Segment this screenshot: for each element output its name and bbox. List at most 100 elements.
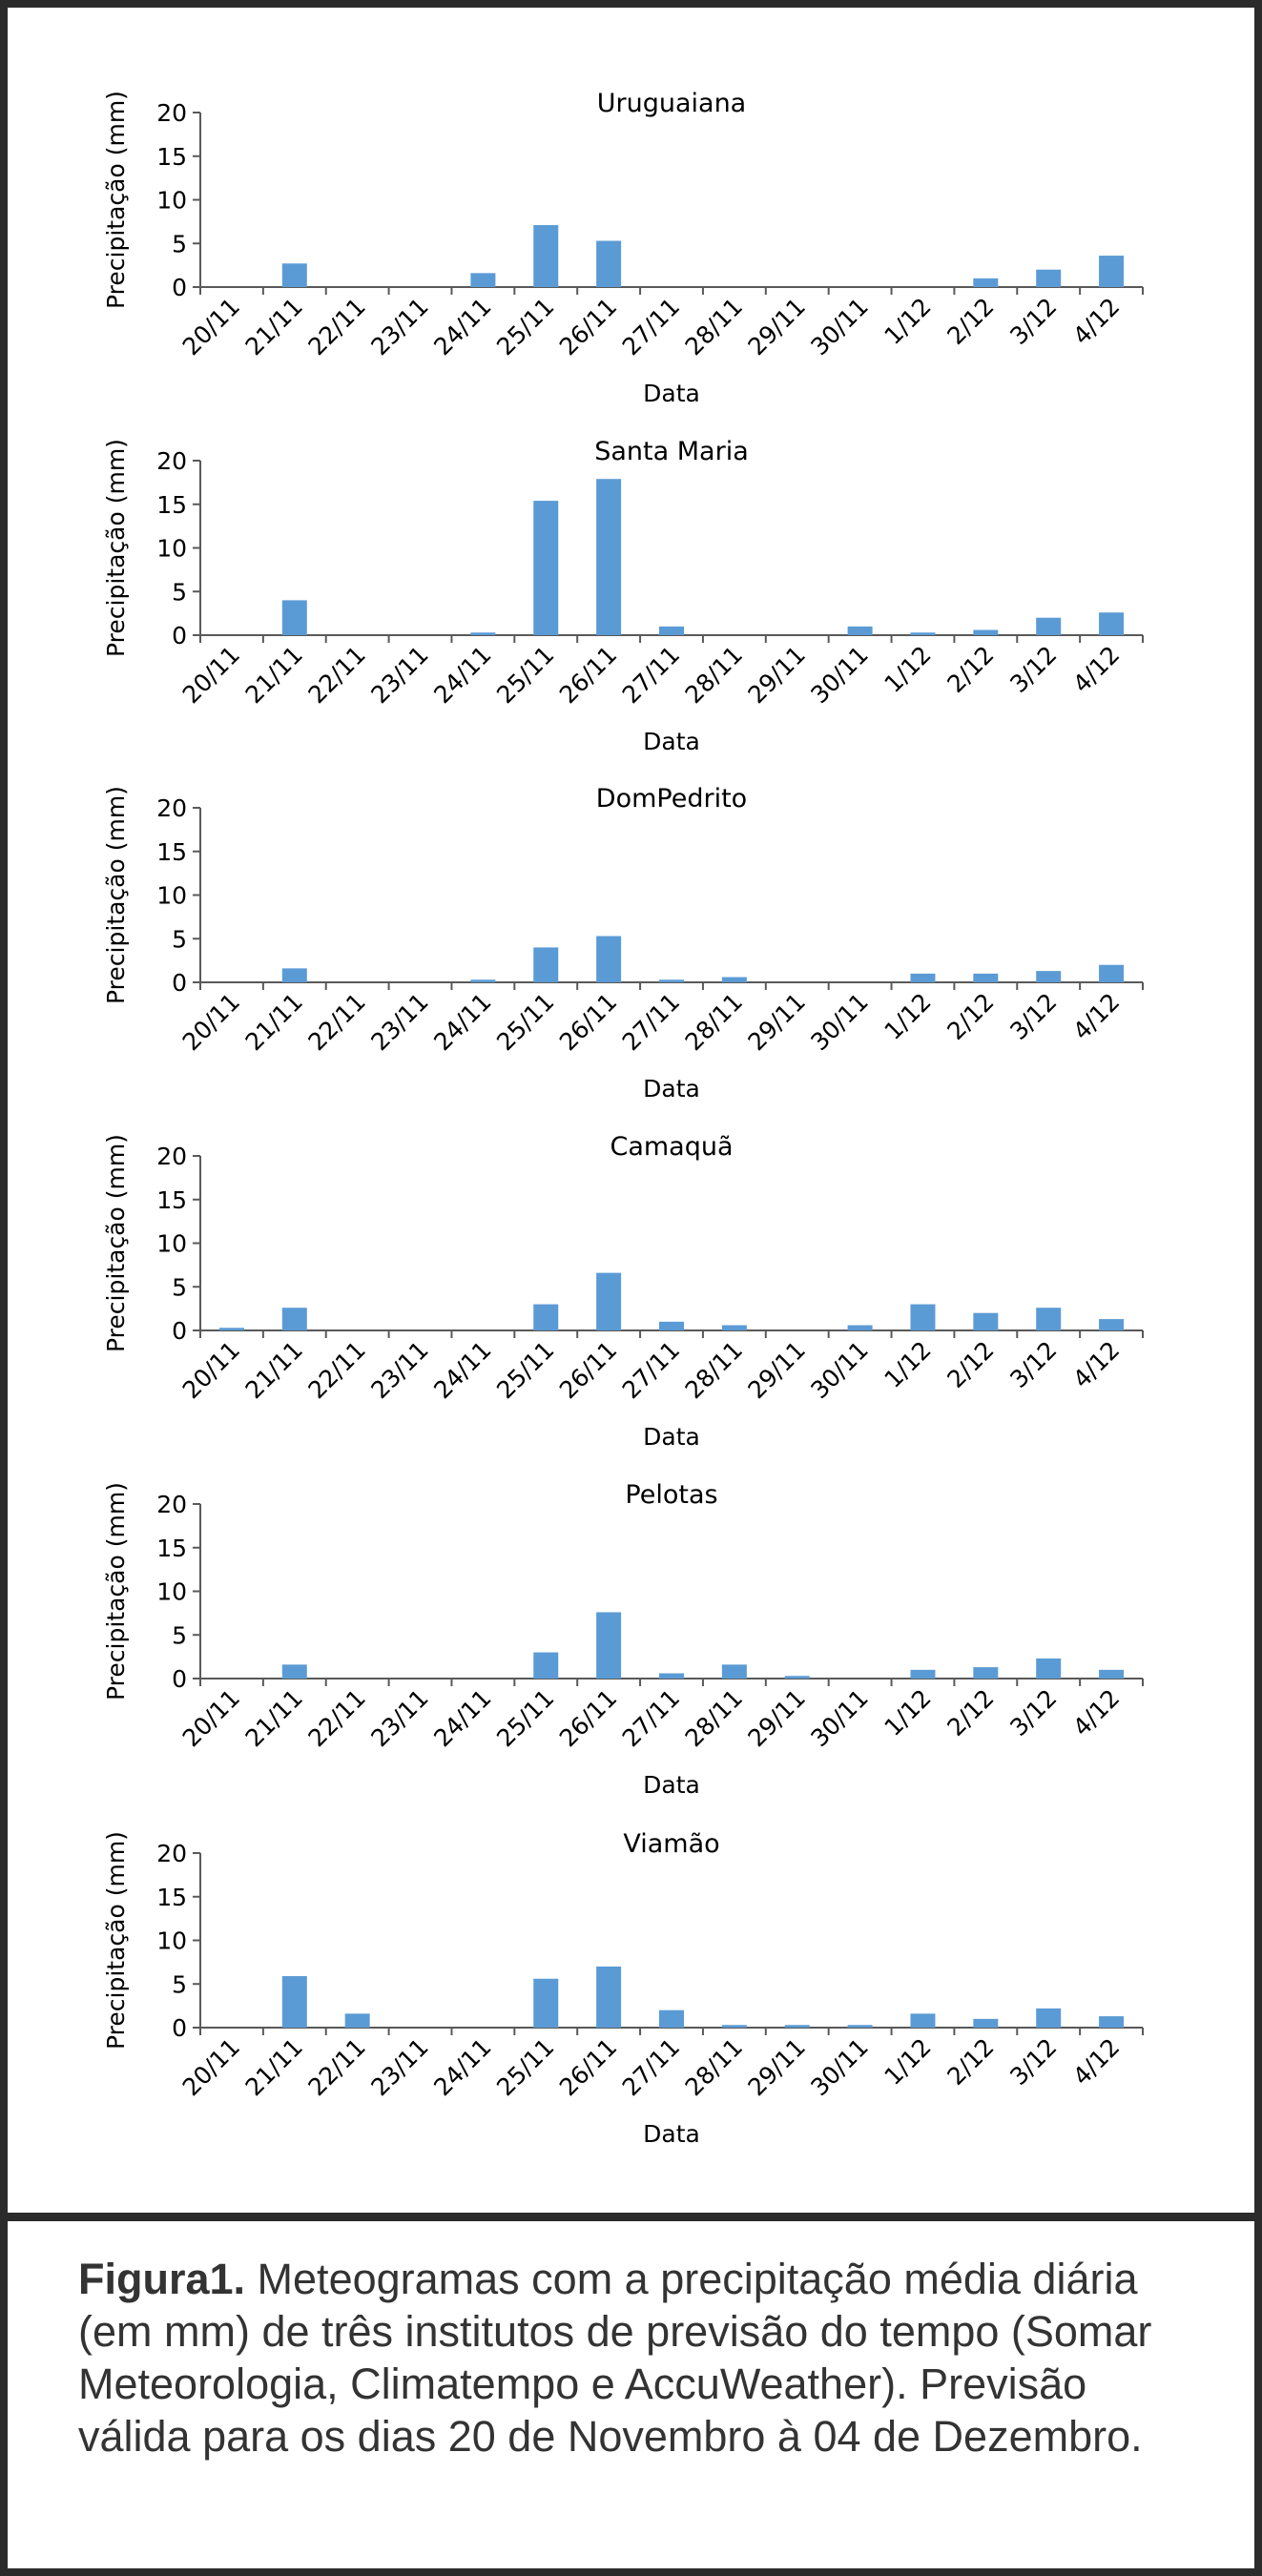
x-tick-label: 29/11 [743,2033,811,2101]
y-tick-label: 0 [172,1317,187,1345]
x-tick-label: 1/12 [879,641,937,698]
x-axis-label: Data [643,728,700,755]
x-tick-label: 20/11 [177,2033,245,2101]
bar-30/11 [847,1325,873,1330]
y-tick-label: 0 [172,969,187,997]
x-tick-label: 3/12 [1004,2033,1062,2091]
chart-2: Santa Maria0510152020/1121/1122/1123/112… [102,437,1144,755]
x-tick-label: 21/11 [240,988,308,1056]
x-tick-label: 27/11 [617,2033,685,2101]
x-tick-label: 3/12 [1004,1684,1062,1741]
y-tick-label: 10 [156,882,187,910]
bar-21/11 [281,1308,307,1330]
x-tick-label: 25/11 [491,1684,559,1752]
x-tick-label: 26/11 [554,641,622,709]
bar-26/11 [596,1272,622,1330]
bar-3/12 [1036,2008,1062,2028]
bar-4/12 [1099,1319,1125,1330]
bar-27/11 [659,979,684,982]
bar-2/12 [973,2018,999,2028]
bar-26/11 [596,1612,622,1679]
bar-28/11 [721,977,747,982]
chart-1: Uruguaiana 0 5 10 15 20 20/1121/1122/1123/1124… [102,89,1144,407]
bar-2/12 [973,1667,999,1679]
bar-4/12 [1099,256,1125,287]
x-tick-label: 30/11 [805,1684,873,1752]
x-tick-label: 24/11 [428,641,496,709]
bar-2/12 [973,278,999,287]
y-tick-label: 0 [172,1665,187,1693]
x-tick-label: 26/11 [554,293,622,361]
chart-title: Santa Maria [594,437,749,466]
x-tick-label: 22/11 [302,293,370,361]
y-axis-label: Precipitação (mm) [102,1831,130,2050]
x-tick-label: 26/11 [554,988,622,1056]
bar-27/11 [659,1321,684,1330]
x-tick-label: 23/11 [365,293,433,361]
y-tick-label: 0 [172,2014,187,2042]
x-tick-label: 28/11 [680,1684,748,1752]
bar-29/11 [784,2025,810,2028]
caption-label: Figura1. [78,2255,246,2303]
y-axis-label: Precipitação (mm) [102,1482,130,1700]
x-tick-label: 23/11 [365,641,433,709]
x-tick-label: 20/11 [177,988,245,1056]
bar-25/11 [533,1304,559,1330]
x-tick-label: 24/11 [428,293,496,361]
bar-2/12 [973,629,999,635]
x-tick-label: 23/11 [365,1684,433,1752]
x-tick-label: 24/11 [428,2033,496,2101]
chart-4: Camaquã 0 5 10 15 20 20/1121/1122/1123/1124/11… [102,1132,1144,1451]
x-tick-label: 25/11 [491,293,559,361]
chart-6: Viamão0510152020/1121/1122/1123/1124/112… [102,1829,1144,2148]
bar-22/11 [344,2013,370,2028]
bar-25/11 [533,1978,559,2028]
x-tick-label: 20/11 [177,293,245,361]
caption-text: Meteogramas com a precipitação média diá… [78,2255,1152,2461]
x-tick-label: 29/11 [743,293,811,361]
charts-area: Uruguaiana0510152020/1121/1122/1123/1124… [102,89,1144,2148]
x-tick-label: 28/11 [680,641,748,709]
bar-28/11 [721,1664,747,1679]
chart-title: Uruguaiana [597,89,746,118]
x-tick-label: 1/12 [879,988,937,1045]
y-tick-label: 0 [172,622,187,649]
x-tick-label: 20/11 [177,641,245,709]
x-tick-label: 2/12 [941,1336,999,1393]
y-tick-label: 15 [156,1186,187,1214]
x-axis-label: Data [643,1423,700,1451]
y-tick-label: 20 [156,1143,187,1170]
x-tick-label: 2/12 [941,1684,999,1741]
chart-title: Pelotas [625,1480,717,1510]
x-tick-label: 26/11 [554,2033,622,2101]
x-axis-label: Data [643,380,700,407]
y-tick-label: 15 [156,143,187,171]
x-tick-label: 1/12 [879,293,937,350]
bar-27/11 [659,626,684,635]
x-tick-label: 4/12 [1067,293,1125,350]
bar-3/12 [1036,269,1062,287]
bar-30/11 [847,2025,873,2028]
x-tick-label: 3/12 [1004,1336,1062,1393]
bar-1/12 [910,973,936,982]
x-tick-label: 25/11 [491,1336,559,1404]
y-tick-label: 10 [156,1927,187,1955]
figure-caption: Figura1. Meteogramas com a precipitação … [78,2253,1204,2463]
x-tick-label: 27/11 [617,641,685,709]
x-tick-label: 1/12 [879,1684,937,1741]
y-tick-label: 15 [156,1884,187,1911]
x-tick-label: 21/11 [240,293,308,361]
bar-24/11 [470,632,496,635]
x-tick-label: 22/11 [302,641,370,709]
x-tick-label: 3/12 [1004,293,1062,350]
y-tick-label: 5 [172,1970,187,1998]
x-tick-label: 2/12 [941,988,999,1045]
x-tick-label: 28/11 [680,1336,748,1404]
x-tick-label: 27/11 [617,293,685,361]
bar-21/11 [281,1976,307,2028]
x-tick-label: 4/12 [1067,2033,1125,2091]
x-tick-label: 25/11 [491,988,559,1056]
y-tick-label: 5 [172,578,187,606]
x-tick-label: 22/11 [302,988,370,1056]
